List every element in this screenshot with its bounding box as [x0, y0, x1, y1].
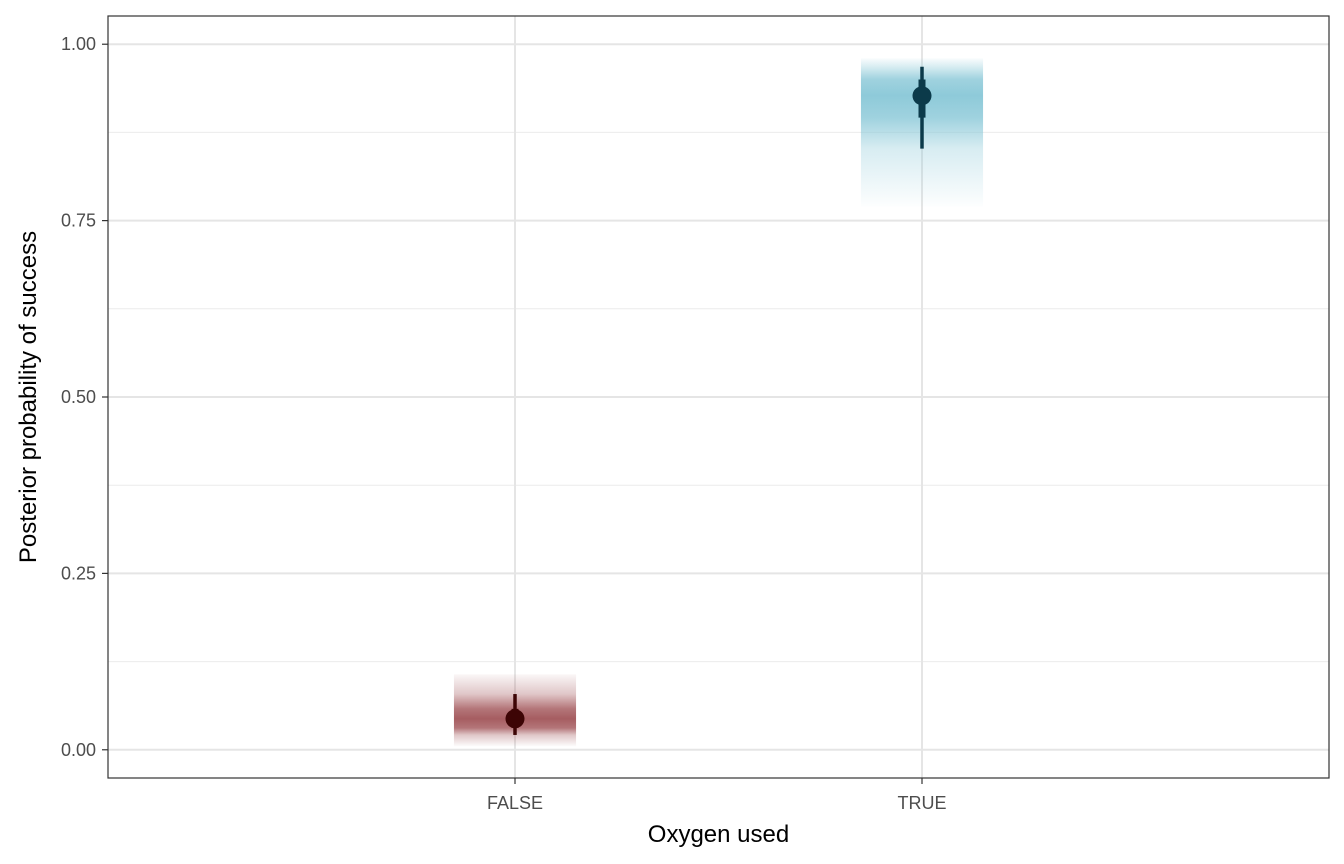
y-tick-label: 0.75 — [61, 211, 96, 231]
x-tick-label: TRUE — [898, 793, 947, 813]
x-axis-ticks: FALSE TRUE — [487, 778, 947, 813]
gradient-band-layer — [453, 58, 984, 747]
y-tick-label: 0.00 — [61, 740, 96, 760]
grid-layer — [108, 16, 1329, 778]
interval-layer — [505, 66, 932, 735]
y-axis-ticks: 0.00 0.25 0.50 0.75 1.00 — [61, 34, 108, 760]
x-tick-label: FALSE — [487, 793, 543, 813]
y-tick-label: 0.50 — [61, 387, 96, 407]
y-tick-label: 0.25 — [61, 563, 96, 583]
y-tick-label: 1.00 — [61, 34, 96, 54]
y-axis-title: Posterior probability of success — [15, 231, 42, 563]
point-estimate-false — [505, 709, 525, 729]
x-axis-title: Oxygen used — [648, 821, 789, 848]
point-estimate-true — [912, 86, 932, 106]
